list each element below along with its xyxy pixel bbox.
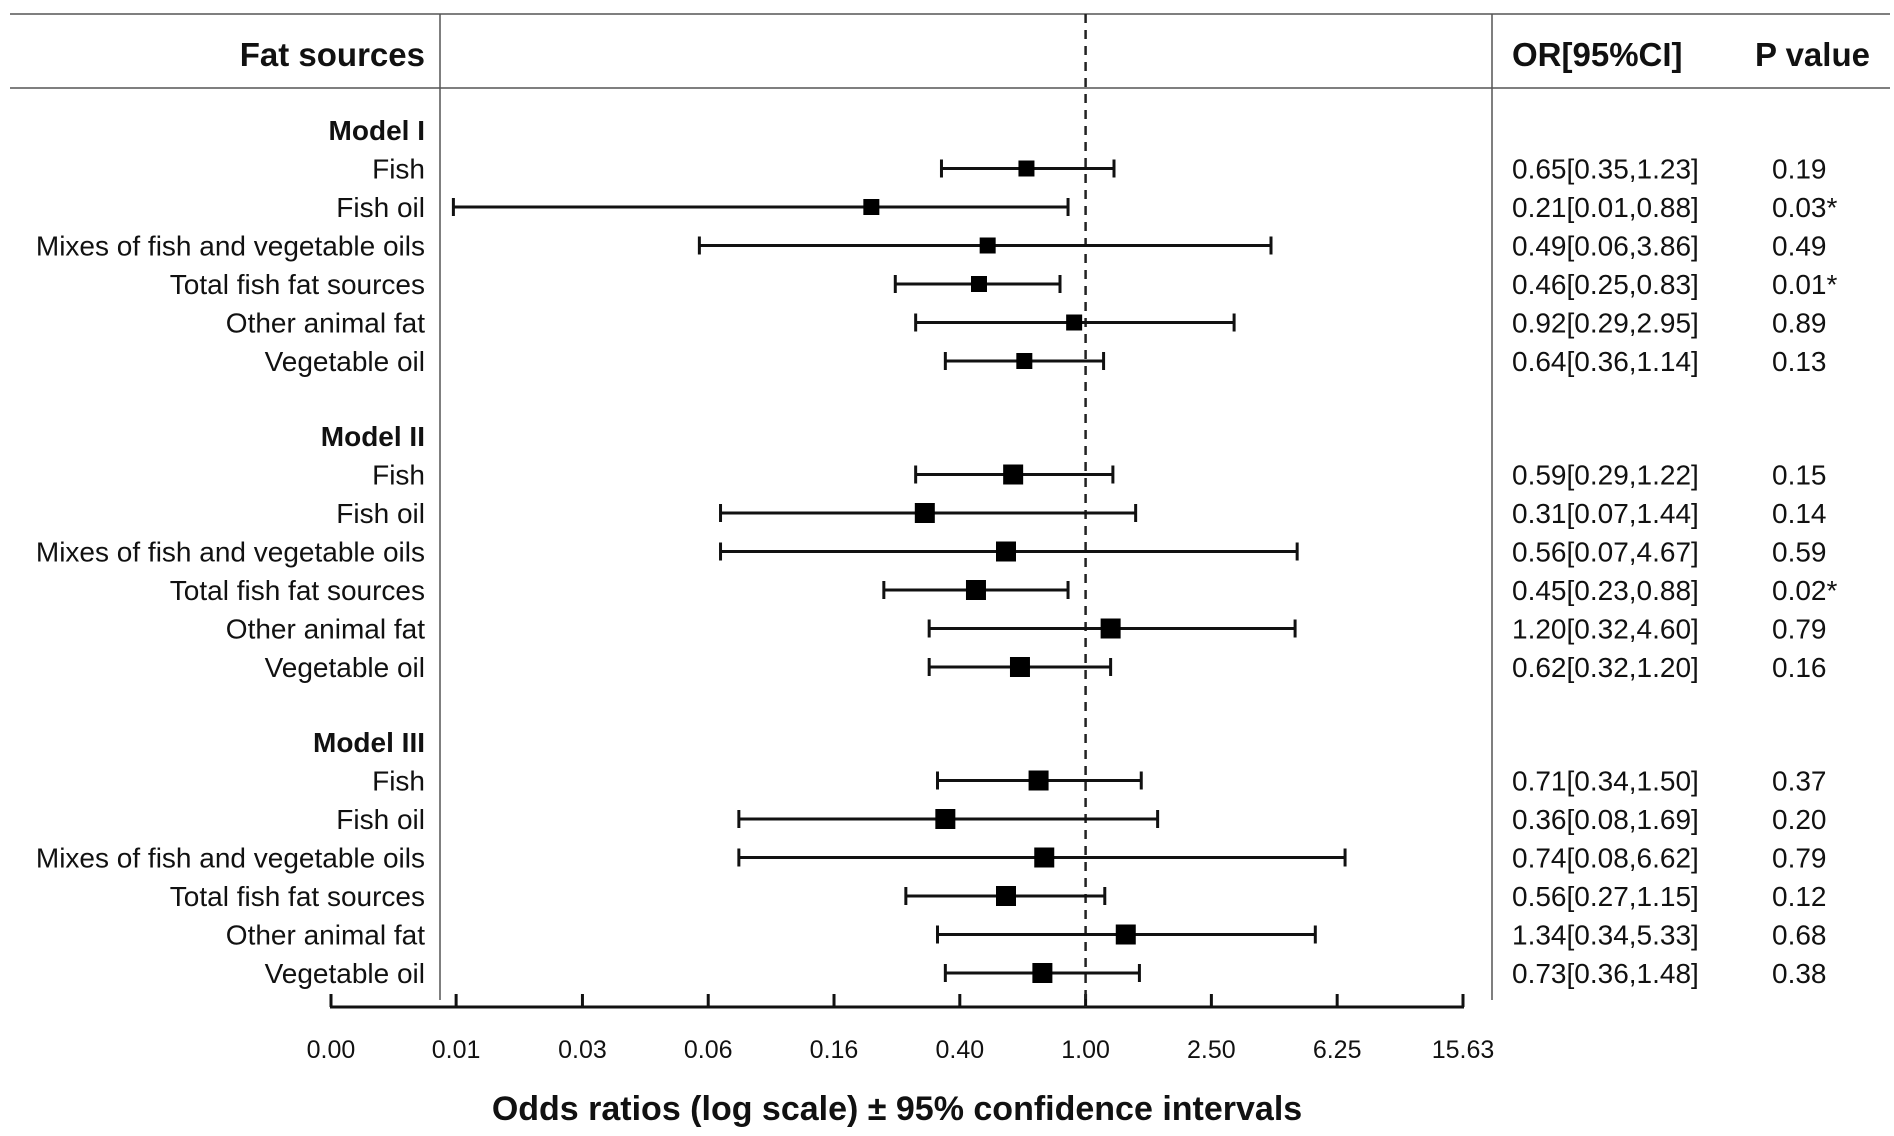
or-ci-value: 0.45[0.23,0.88] <box>1512 575 1699 606</box>
point-estimate <box>914 503 935 523</box>
or-ci-value: 0.62[0.32,1.20] <box>1512 652 1699 683</box>
point-estimate <box>1028 770 1049 791</box>
p-value: 0.89 <box>1772 308 1827 339</box>
point-estimate <box>1115 924 1136 945</box>
p-value: 0.38 <box>1772 958 1827 989</box>
row-label: Total fish fat sources <box>170 575 425 606</box>
x-tick-label: 0.40 <box>935 1036 984 1064</box>
p-value: 0.79 <box>1772 843 1827 874</box>
or-ci-value: 0.46[0.25,0.83] <box>1512 269 1699 300</box>
p-value: 0.15 <box>1772 460 1827 491</box>
x-tick-label: 0.16 <box>810 1036 859 1064</box>
or-ci-value: 0.56[0.27,1.15] <box>1512 881 1699 912</box>
or-ci-value: 1.34[0.34,5.33] <box>1512 920 1699 951</box>
row-label: Other animal fat <box>226 308 425 339</box>
x-axis-ticks: 0.00 0.01 0.03 0.06 0.16 0.40 1.00 2.50 6.25 15.6… <box>307 994 1495 1064</box>
x-tick-label: 0.01 <box>432 1036 481 1064</box>
point-estimate <box>1016 353 1033 369</box>
point-estimate <box>1009 657 1030 677</box>
point-estimate <box>935 809 956 829</box>
point-estimate <box>1100 618 1121 639</box>
p-value: 0.03* <box>1772 192 1837 223</box>
row-label: Fish oil <box>336 804 425 835</box>
row-label: Total fish fat sources <box>170 881 425 912</box>
or-ci-value: 0.74[0.08,6.62] <box>1512 843 1699 874</box>
point-estimate <box>1034 847 1055 868</box>
p-value: 0.49 <box>1772 231 1827 262</box>
x-tick-label: 0.06 <box>684 1036 733 1064</box>
p-value: 0.13 <box>1772 346 1827 377</box>
model-heading: Model III <box>313 727 425 758</box>
x-tick-label: 2.50 <box>1187 1036 1236 1064</box>
or-ci-value: 0.65[0.35,1.23] <box>1512 154 1699 185</box>
header-p-value: P value <box>1755 36 1870 73</box>
point-estimate <box>995 541 1016 562</box>
or-ci-value: 1.20[0.32,4.60] <box>1512 614 1699 645</box>
p-value: 0.20 <box>1772 804 1827 835</box>
or-ci-value: 0.36[0.08,1.69] <box>1512 804 1699 835</box>
or-ci-value: 0.49[0.06,3.86] <box>1512 231 1699 262</box>
row-label: Vegetable oil <box>265 652 425 683</box>
point-estimate <box>979 237 996 254</box>
row-label: Mixes of fish and vegetable oils <box>36 231 425 262</box>
row-label: Fish <box>372 460 425 491</box>
or-ci-value: 0.71[0.34,1.50] <box>1512 766 1699 797</box>
point-estimate <box>1066 314 1083 331</box>
row-label: Vegetable oil <box>265 958 425 989</box>
p-value: 0.02* <box>1772 575 1837 606</box>
model-heading: Model II <box>321 421 425 452</box>
row-label: Fish oil <box>336 498 425 529</box>
row-label: Total fish fat sources <box>170 269 425 300</box>
x-tick-label: 0.03 <box>558 1036 607 1064</box>
x-tick-label: 15.63 <box>1432 1036 1495 1064</box>
x-axis-title: Odds ratios (log scale) ± 95% confidence… <box>492 1090 1302 1128</box>
point-estimate <box>1018 160 1035 177</box>
model-heading: Model I <box>329 115 425 146</box>
point-estimate <box>995 886 1016 906</box>
or-ci-value: 0.31[0.07,1.44] <box>1512 498 1699 529</box>
row-label: Fish oil <box>336 192 425 223</box>
x-tick-label: 6.25 <box>1313 1036 1362 1064</box>
p-value: 0.59 <box>1772 537 1827 568</box>
p-value: 0.12 <box>1772 881 1827 912</box>
row-label: Other animal fat <box>226 920 425 951</box>
point-estimate <box>970 276 987 292</box>
or-ci-value: 0.73[0.36,1.48] <box>1512 958 1699 989</box>
header-or-ci: OR[95%CI] <box>1512 36 1683 73</box>
x-tick-label: 0.00 <box>307 1036 356 1064</box>
row-label: Other animal fat <box>226 614 425 645</box>
row-label: Fish <box>372 766 425 797</box>
row-label: Mixes of fish and vegetable oils <box>36 537 425 568</box>
row-label: Vegetable oil <box>265 346 425 377</box>
or-ci-value: 0.92[0.29,2.95] <box>1512 308 1699 339</box>
p-value: 0.68 <box>1772 920 1827 951</box>
row-label: Fish <box>372 154 425 185</box>
row-label: Mixes of fish and vegetable oils <box>36 843 425 874</box>
point-estimate <box>1003 464 1024 485</box>
or-ci-value: 0.21[0.01,0.88] <box>1512 192 1699 223</box>
header-fat-sources: Fat sources <box>240 36 425 73</box>
p-value: 0.14 <box>1772 498 1827 529</box>
or-ci-value: 0.64[0.36,1.14] <box>1512 346 1699 377</box>
forest-rows: Model I Fish 0.65[0.35,1.23] 0.19 Fish oil 0.… <box>36 115 1838 989</box>
p-value: 0.37 <box>1772 766 1827 797</box>
x-tick-label: 1.00 <box>1061 1036 1110 1064</box>
or-ci-value: 0.56[0.07,4.67] <box>1512 537 1699 568</box>
p-value: 0.19 <box>1772 154 1827 185</box>
point-estimate <box>863 199 880 215</box>
point-estimate <box>1032 963 1053 983</box>
p-value: 0.16 <box>1772 652 1827 683</box>
or-ci-value: 0.59[0.29,1.22] <box>1512 460 1699 491</box>
p-value: 0.01* <box>1772 269 1837 300</box>
p-value: 0.79 <box>1772 614 1827 645</box>
point-estimate <box>965 580 986 600</box>
